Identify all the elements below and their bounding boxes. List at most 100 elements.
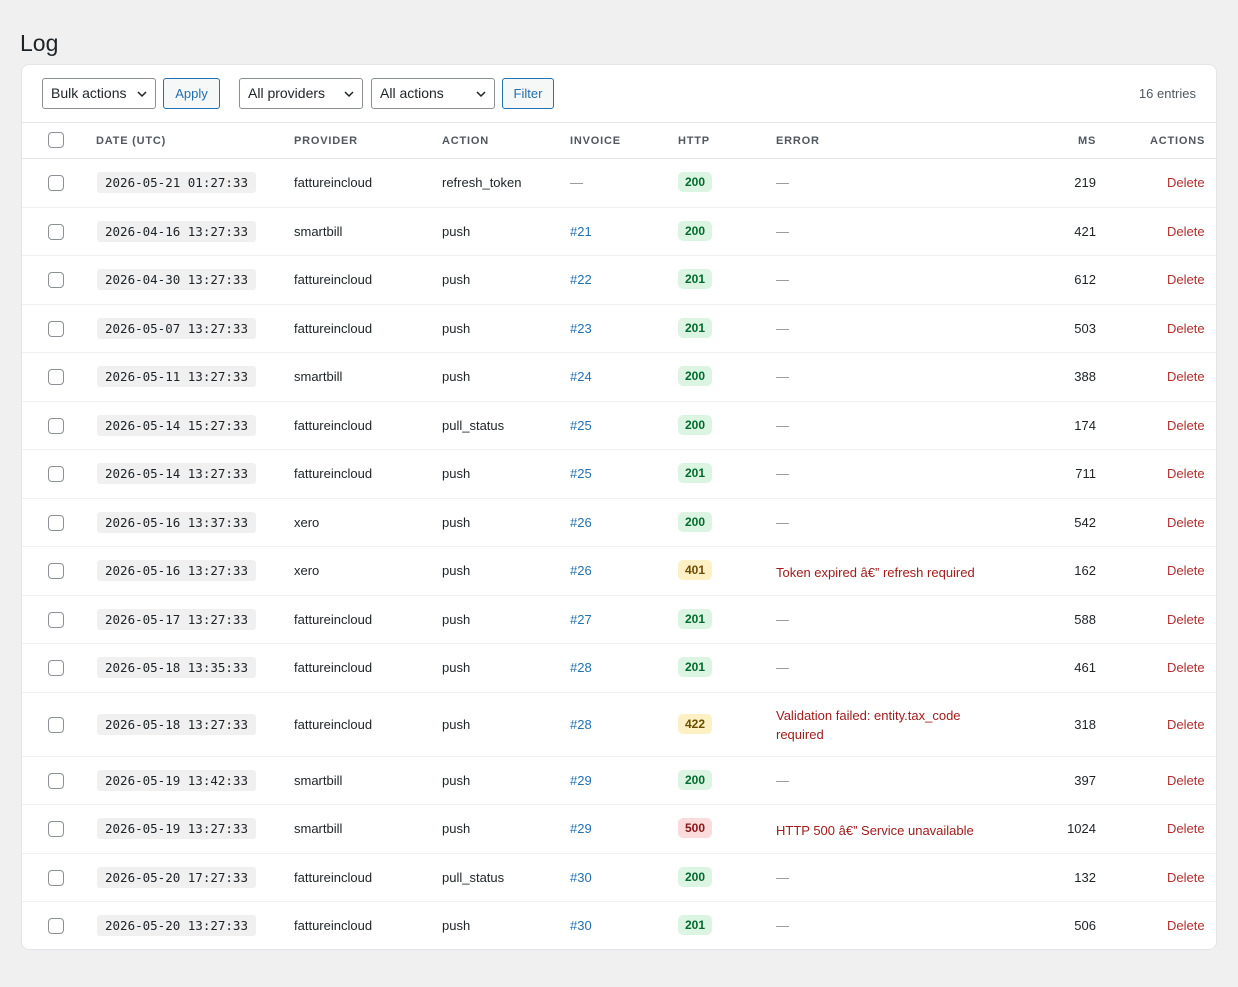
invoice-link[interactable]: #29 bbox=[570, 821, 592, 837]
invoice-link[interactable]: #30 bbox=[570, 869, 592, 885]
row-checkbox[interactable] bbox=[48, 869, 64, 886]
row-checkbox[interactable] bbox=[48, 175, 64, 192]
action-cell: push bbox=[442, 272, 471, 288]
ms-cell: 318 bbox=[1074, 716, 1096, 732]
http-status-badge: 200 bbox=[678, 866, 713, 887]
delete-link[interactable]: Delete bbox=[1167, 918, 1205, 934]
row-checkbox[interactable] bbox=[48, 821, 64, 838]
provider-cell: fattureincloud bbox=[294, 611, 373, 627]
error-cell: — bbox=[776, 175, 789, 191]
action-filter-select[interactable]: All actions bbox=[371, 78, 495, 109]
apply-button[interactable]: Apply bbox=[163, 78, 220, 109]
action-cell: push bbox=[442, 821, 471, 837]
invoice-link[interactable]: #28 bbox=[570, 716, 592, 732]
http-status-badge: 200 bbox=[678, 220, 713, 241]
delete-link[interactable]: Delete bbox=[1167, 821, 1205, 837]
column-header-ms[interactable]: MS bbox=[1078, 135, 1097, 147]
http-status-badge: 200 bbox=[678, 172, 713, 193]
delete-link[interactable]: Delete bbox=[1167, 223, 1205, 239]
table-row: 2026-04-16 13:27:33 smartbill push #21 200 — 4… bbox=[22, 208, 1216, 256]
delete-link[interactable]: Delete bbox=[1167, 369, 1205, 385]
provider-cell: fattureincloud bbox=[294, 320, 373, 336]
provider-cell: xero bbox=[294, 563, 320, 579]
invoice-link[interactable]: #25 bbox=[570, 417, 592, 433]
row-checkbox[interactable] bbox=[48, 563, 64, 580]
provider-cell: smartbill bbox=[294, 369, 343, 385]
page-title: Log bbox=[20, 30, 59, 56]
http-status-badge: 500 bbox=[678, 818, 713, 839]
column-header-actions: ACTIONS bbox=[1150, 135, 1206, 147]
row-checkbox[interactable] bbox=[48, 223, 64, 240]
invoice-link[interactable]: #29 bbox=[570, 772, 592, 788]
error-cell: — bbox=[776, 466, 789, 482]
http-status-badge: 200 bbox=[678, 511, 713, 532]
row-checkbox[interactable] bbox=[48, 514, 64, 531]
delete-link[interactable]: Delete bbox=[1167, 869, 1205, 885]
delete-link[interactable]: Delete bbox=[1167, 466, 1205, 482]
action-cell: push bbox=[442, 369, 471, 385]
invoice-link[interactable]: #30 bbox=[570, 918, 592, 934]
action-cell: push bbox=[442, 514, 471, 530]
row-checkbox[interactable] bbox=[48, 272, 64, 289]
http-status-badge: 200 bbox=[678, 366, 713, 387]
delete-link[interactable]: Delete bbox=[1167, 514, 1205, 530]
delete-link[interactable]: Delete bbox=[1167, 563, 1205, 579]
ms-cell: 503 bbox=[1074, 320, 1096, 336]
provider-cell: fattureincloud bbox=[294, 716, 373, 732]
column-header-http[interactable]: HTTP bbox=[678, 135, 710, 147]
invoice-link[interactable]: #27 bbox=[570, 611, 592, 627]
action-cell: push bbox=[442, 611, 471, 627]
bulk-actions-select[interactable]: Bulk actions bbox=[42, 78, 156, 109]
invoice-link[interactable]: #21 bbox=[570, 223, 592, 239]
row-checkbox[interactable] bbox=[48, 611, 64, 628]
row-checkbox[interactable] bbox=[48, 320, 64, 337]
error-cell: — bbox=[776, 223, 789, 239]
table-row: 2026-05-20 13:27:33 fattureincloud push #30… bbox=[22, 902, 1216, 949]
ms-cell: 461 bbox=[1074, 660, 1096, 676]
provider-filter-label: All providers bbox=[248, 85, 326, 101]
row-checkbox[interactable] bbox=[48, 772, 64, 789]
row-checkbox[interactable] bbox=[48, 660, 64, 677]
delete-link[interactable]: Delete bbox=[1167, 772, 1205, 788]
date-cell: 2026-05-18 13:35:33 bbox=[97, 657, 256, 679]
delete-link[interactable]: Delete bbox=[1167, 716, 1205, 732]
invoice-link[interactable]: #26 bbox=[570, 563, 592, 579]
row-checkbox[interactable] bbox=[48, 369, 64, 386]
action-cell: push bbox=[442, 772, 471, 788]
table-row: 2026-05-16 13:37:33 xero push #26 200 — 542 Del… bbox=[22, 499, 1216, 547]
row-checkbox[interactable] bbox=[48, 918, 64, 935]
delete-link[interactable]: Delete bbox=[1167, 272, 1205, 288]
provider-filter-select[interactable]: All providers bbox=[239, 78, 363, 109]
error-cell: — bbox=[776, 417, 789, 433]
row-checkbox[interactable] bbox=[48, 716, 64, 733]
action-cell: push bbox=[442, 320, 471, 336]
invoice-link[interactable]: #23 bbox=[570, 320, 592, 336]
column-header-invoice[interactable]: INVOICE bbox=[570, 135, 621, 147]
column-header-error[interactable]: ERROR bbox=[776, 135, 820, 147]
select-all-checkbox[interactable] bbox=[48, 132, 64, 148]
delete-link[interactable]: Delete bbox=[1167, 660, 1205, 676]
column-header-date[interactable]: DATE (UTC) bbox=[96, 135, 167, 147]
row-checkbox[interactable] bbox=[48, 417, 64, 434]
date-cell: 2026-05-07 13:27:33 bbox=[97, 317, 256, 339]
provider-cell: fattureincloud bbox=[294, 869, 373, 885]
delete-link[interactable]: Delete bbox=[1167, 611, 1205, 627]
http-status-badge: 200 bbox=[678, 769, 713, 790]
invoice-link[interactable]: #28 bbox=[570, 660, 592, 676]
delete-link[interactable]: Delete bbox=[1167, 175, 1205, 191]
row-checkbox[interactable] bbox=[48, 466, 64, 483]
delete-link[interactable]: Delete bbox=[1167, 417, 1205, 433]
invoice-link[interactable]: #26 bbox=[570, 514, 592, 530]
action-cell: push bbox=[442, 716, 471, 732]
delete-link[interactable]: Delete bbox=[1167, 320, 1205, 336]
provider-cell: fattureincloud bbox=[294, 272, 373, 288]
invoice-link[interactable]: #22 bbox=[570, 272, 592, 288]
column-header-provider[interactable]: PROVIDER bbox=[294, 135, 358, 147]
filter-button[interactable]: Filter bbox=[502, 78, 554, 109]
invoice-link[interactable]: #25 bbox=[570, 466, 592, 482]
ms-cell: 612 bbox=[1074, 272, 1096, 288]
date-cell: 2026-05-14 13:27:33 bbox=[97, 463, 256, 485]
table-row: 2026-05-14 13:27:33 fattureincloud push #25… bbox=[22, 450, 1216, 499]
invoice-link[interactable]: #24 bbox=[570, 369, 592, 385]
column-header-action[interactable]: ACTION bbox=[442, 135, 489, 147]
